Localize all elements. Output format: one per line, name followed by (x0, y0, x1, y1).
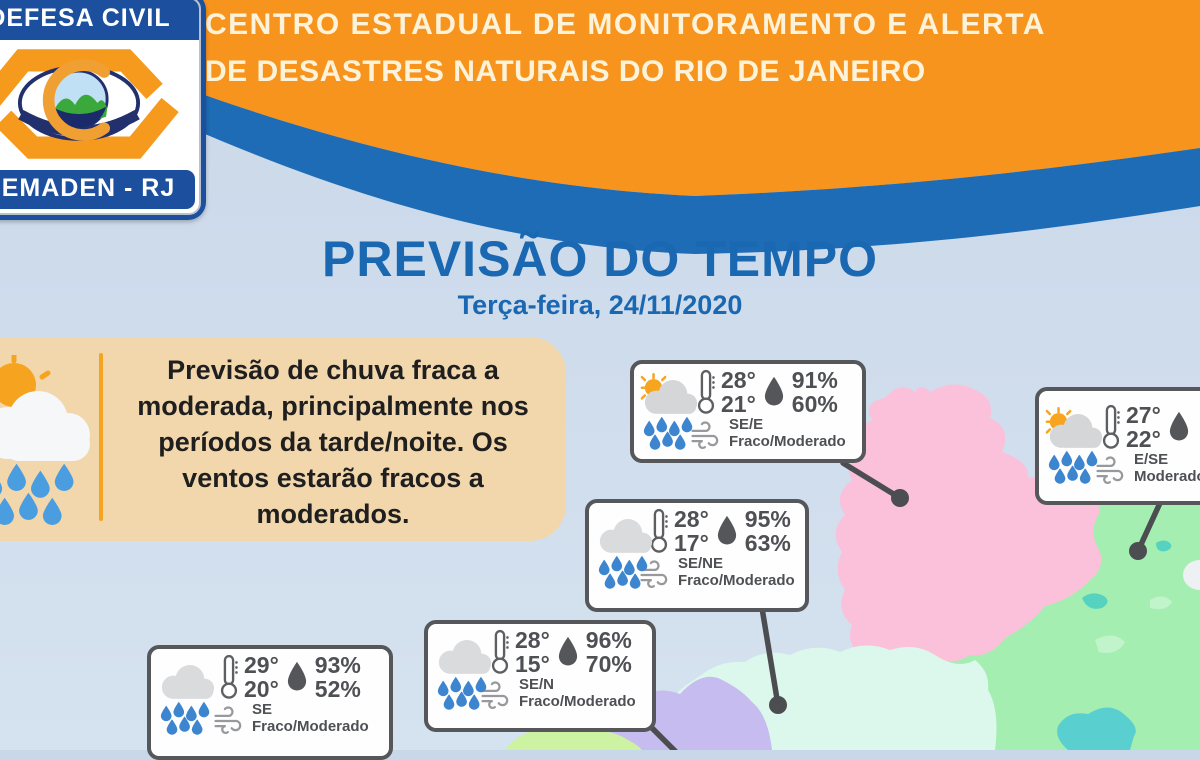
wind-intensity: Fraco/Moderado (252, 717, 369, 735)
wind-icon (214, 706, 242, 735)
forecast-card: 28° 15° 96% 70% SE/N Fraco/Moderado (424, 620, 656, 732)
temperature-values: 28° 15° (515, 628, 550, 677)
wind-intensity: Fraco/Moderado (729, 432, 846, 450)
map-lake-teal (1082, 593, 1108, 609)
temp-high: 28° (674, 506, 709, 532)
wind-direction: SE (252, 700, 273, 718)
temp-low: 20° (244, 676, 279, 703)
logo-emblem (0, 40, 199, 167)
humidity-low: 63% (744, 530, 791, 557)
temperature-values: 28° 17° (674, 507, 709, 556)
cloud-rain-icon (434, 631, 494, 711)
temperature-values: 28° 21° (721, 368, 756, 417)
humidity-values: 95% 63% (745, 507, 791, 556)
temp-low: 17° (674, 530, 709, 557)
page-title-block: PREVISÃO DO TEMPO Terça-feira, 24/11/202… (0, 230, 1200, 321)
temp-low: 22° (1126, 426, 1161, 453)
card-wind-row: SE/E Fraco/Moderado (690, 415, 862, 453)
card-top-row: 28° 21° 91% 60% (696, 368, 862, 417)
map-region-yellow-green (505, 726, 642, 750)
card-top-row: 28° 17° 95% 63% (649, 507, 805, 556)
humidity-low: 70% (585, 651, 632, 678)
header-banner (0, 0, 1200, 254)
cloud-rain-icon (595, 510, 655, 590)
cloud-rain-icon (157, 656, 217, 736)
card-wind-row: SE/NE Fraco/Moderado (639, 554, 805, 592)
wind-values: SE/N Fraco/Moderado (519, 675, 636, 713)
sun-cloud-rain-icon (640, 371, 700, 451)
summary-text: Previsão de chuva fraca a moderada, prin… (137, 355, 529, 529)
humidity-drop-icon (764, 376, 783, 406)
wind-direction: SE/NE (678, 554, 724, 572)
humidity-high: 96% (585, 627, 632, 653)
wind-values: SE/NE Fraco/Moderado (678, 554, 795, 592)
humidity-drop-icon (558, 636, 577, 666)
wind-intensity: Moderado (1134, 467, 1200, 485)
temperature-values: 29° 20° (244, 653, 279, 702)
header-title: CENTRO ESTADUAL DE MONITORAMENTO E ALERT… (205, 8, 1046, 89)
sun-cloud-rain-icon (0, 355, 90, 525)
humidity-drop-icon (717, 515, 736, 545)
wind-intensity: Fraco/Moderado (519, 692, 636, 710)
page-date: Terça-feira, 24/11/2020 (457, 290, 743, 320)
wind-direction: SE/E (729, 415, 764, 433)
wind-values: SE Fraco/Moderado (252, 700, 369, 738)
card-top-row: 29° 20° 93% 52% (219, 653, 389, 702)
card-top-row: 27° 22° (1101, 403, 1200, 452)
card-wind-row: SE Fraco/Moderado (213, 700, 389, 738)
card-top-row: 28° 15° 96% 70% (490, 628, 652, 677)
header-orange-band (0, 0, 1200, 196)
forecast-card: 29° 20° 93% 52% SE Fraco/Moderado (147, 645, 393, 760)
humidity-drop-icon (287, 661, 306, 691)
humidity-high: 93% (314, 652, 361, 678)
forecast-card: 27° 22° E/SE Moderado (1035, 387, 1200, 505)
map-lake-teal-small (1156, 540, 1172, 552)
map-lagoon-teal (1057, 707, 1136, 750)
sun-cloud-rain-icon (1045, 405, 1105, 485)
logo-bottom-label: CEMADEN - RJ (0, 170, 195, 209)
humidity-values: 93% 52% (315, 653, 361, 702)
temperature-values: 27° 22° (1126, 403, 1161, 452)
wind-intensity: Fraco/Moderado (678, 571, 795, 589)
temp-high: 28° (721, 367, 756, 393)
temp-high: 28° (515, 627, 550, 653)
humidity-high: 95% (744, 506, 791, 532)
header-line2: DE DESASTRES NATURAIS DO RIO DE JANEIRO (205, 55, 926, 88)
humidity-values: 91% 60% (792, 368, 838, 417)
temp-high: 29° (244, 652, 279, 678)
wind-values: E/SE Moderado (1134, 450, 1200, 488)
forecast-summary-box: Previsão de chuva fraca a moderada, prin… (0, 337, 566, 541)
humidity-drop-icon (1169, 411, 1188, 441)
header-line1: CENTRO ESTADUAL DE MONITORAMENTO E ALERT… (205, 8, 1046, 41)
cemaden-eye-emblem-icon (0, 48, 179, 159)
humidity-high: 91% (791, 367, 838, 393)
humidity-values: 96% 70% (586, 628, 632, 677)
header-blue-wave (0, 52, 1200, 254)
map-region-white-edge (1183, 560, 1200, 590)
thermometer-icon (220, 655, 239, 700)
card-wind-row: E/SE Moderado (1095, 450, 1200, 488)
connector-dots (769, 489, 1147, 714)
map-region-pink (835, 384, 1102, 662)
wind-direction: SE/N (519, 675, 555, 693)
card-wind-row: SE/N Fraco/Moderado (480, 675, 652, 713)
humidity-low: 52% (314, 676, 361, 703)
summary-divider (99, 353, 103, 521)
humidity-low: 60% (791, 391, 838, 418)
wind-values: SE/E Fraco/Moderado (729, 415, 846, 453)
temp-low: 15° (515, 651, 550, 678)
temp-high: 27° (1126, 402, 1161, 428)
wind-direction: E/SE (1134, 450, 1169, 468)
forecast-card: 28° 21° 91% 60% SE/E Fraco/Moderado (630, 360, 866, 463)
logo-inner: DEFESA CIVIL CEMADEN - RJ (0, 0, 201, 215)
temp-low: 21° (721, 391, 756, 418)
logo-top-label: DEFESA CIVIL (0, 0, 199, 40)
page-title: PREVISÃO DO TEMPO (322, 231, 878, 287)
forecast-card: 28° 17° 95% 63% SE/NE Fraco/Moderado (585, 499, 809, 612)
defesa-civil-logo: DEFESA CIVIL CEMADEN - RJ (0, 0, 206, 220)
